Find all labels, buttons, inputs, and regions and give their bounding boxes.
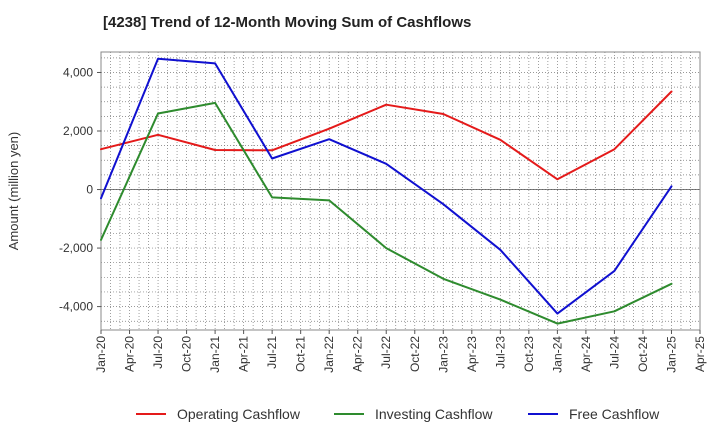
series-line-investing-cashflow: [100, 101, 673, 325]
legend-label: Investing Cashflow: [375, 406, 493, 422]
x-tick-label: Apr-21: [237, 336, 251, 372]
x-tick-label: Jan-23: [436, 336, 450, 373]
y-tick-label: 0: [86, 183, 93, 197]
x-tick-label: Oct-20: [180, 336, 194, 372]
x-tick-label: Oct-21: [294, 336, 308, 372]
series-line-free-cashflow: [100, 57, 673, 315]
plot-frame: [100, 51, 701, 331]
y-tick-label: 2,000: [63, 124, 93, 138]
series-line-operating-cashflow: [100, 90, 673, 181]
y-axis-label: Amount (million yen): [6, 132, 21, 251]
legend-label: Operating Cashflow: [177, 406, 301, 422]
x-tick-label: Apr-25: [693, 336, 707, 372]
x-tick-label: Oct-24: [636, 336, 650, 372]
y-axis-ticks: -4,000 -2,000 0 2,000 4,000: [59, 65, 101, 314]
x-tick-label: Jan-22: [322, 336, 336, 373]
x-tick-label: Jul-23: [493, 336, 507, 369]
x-tick-label: Apr-23: [465, 336, 479, 372]
chart-title: [4238] Trend of 12-Month Moving Sum of C…: [103, 14, 472, 31]
x-tick-label: Apr-24: [579, 336, 593, 372]
x-tick-label: Jan-20: [94, 336, 108, 373]
x-tick-label: Jan-25: [664, 336, 678, 373]
x-tick-label: Apr-20: [123, 336, 137, 372]
x-tick-label: Jul-20: [151, 336, 165, 369]
x-tick-label: Apr-22: [351, 336, 365, 372]
series-lines: [100, 57, 673, 325]
x-tick-label: Jul-21: [265, 336, 279, 369]
y-tick-label: 4,000: [63, 65, 93, 79]
x-tick-label: Oct-22: [408, 336, 422, 372]
y-tick-label: -4,000: [59, 300, 93, 314]
x-tick-label: Jan-21: [208, 336, 222, 373]
plot-area: [101, 52, 700, 330]
y-tick-label: -2,000: [59, 241, 93, 255]
x-axis-ticks: Jan-20 Apr-20 Jul-20 Oct-20 Jan-21 Apr-21 Jul-…: [94, 330, 707, 373]
x-tick-label: Jul-24: [607, 336, 621, 369]
x-tick-label: Jul-22: [379, 336, 393, 369]
legend-label: Free Cashflow: [569, 406, 660, 422]
x-tick-label: Jan-24: [550, 336, 564, 373]
grid-lines: [101, 52, 700, 330]
legend: Operating Cashflow Investing Cashflow Free…: [136, 406, 660, 422]
x-tick-label: Oct-23: [522, 336, 536, 372]
